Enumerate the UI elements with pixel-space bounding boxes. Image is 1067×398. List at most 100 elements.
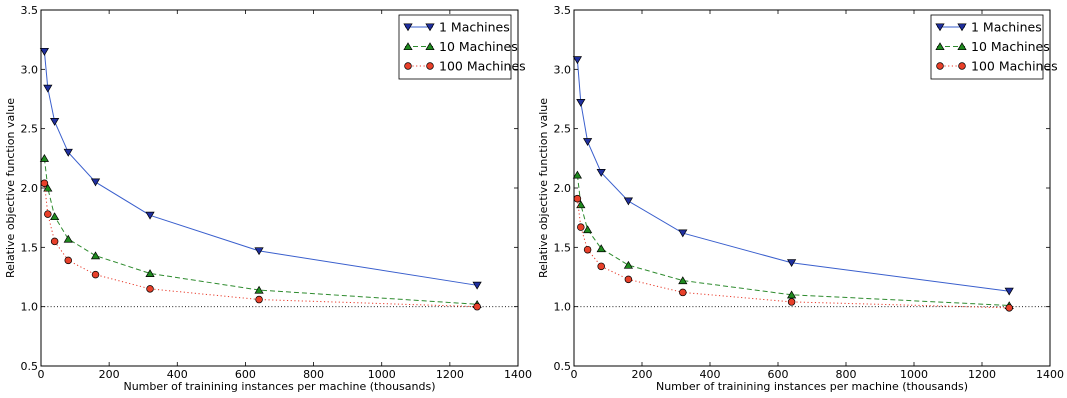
x-tick-label: 1000 [368,368,396,381]
x-tick-label: 0 [571,368,578,381]
series-line [576,174,1010,306]
x-axis-label: Number of trainining instances per machi… [656,380,968,393]
data-point [50,212,60,221]
data-point [254,285,264,294]
legend: 1 Machines 10 Machines 100 Machines [930,14,1058,80]
series-line [43,51,478,286]
y-tick-label: 2.0 [554,182,572,195]
x-tick-label: 0 [38,368,45,381]
data-point [583,245,592,254]
data-point [597,262,605,271]
legend-label: 1 Machines [439,20,510,35]
x-tick-label: 600 [768,368,789,381]
data-point [623,260,634,269]
data-point [146,285,154,293]
data-point [63,234,73,243]
x-tick-label: 600 [235,368,256,381]
legend-marker [936,62,944,70]
series-line [43,183,478,308]
series-line [576,198,1010,309]
data-point [91,270,100,279]
data-point [572,170,583,179]
legend-marker [425,42,435,51]
legend: 1 Machines 10 Machines 100 Machines [398,14,526,80]
x-tick-label: 1400 [1036,368,1064,381]
legend-label: 10 Machines [439,39,518,54]
x-tick-label: 1000 [900,368,928,381]
x-tick-label: 1200 [436,368,464,381]
x-tick-label: 400 [700,368,721,381]
data-point [255,295,263,304]
y-tick-label: 1.0 [554,301,572,314]
legend-marker [957,23,967,32]
x-tick-label: 800 [836,368,857,381]
data-point [573,194,582,203]
data-point [1005,304,1013,312]
data-point [145,269,155,277]
x-tick-label: 1400 [504,368,532,381]
series-line [576,59,1010,292]
data-point [40,179,49,188]
legend-marker [403,23,413,32]
data-point [39,47,50,56]
data-point [572,56,583,65]
y-tick-label: 0.5 [21,360,39,373]
legend-marker [404,62,412,70]
y-tick-label: 3.5 [554,4,572,17]
data-point [576,99,586,107]
x-tick-label: 800 [303,368,324,381]
data-point [624,275,633,284]
y-tick-label: 1.5 [21,241,39,254]
legend-label: 10 Machines [971,39,1050,54]
data-point [472,281,482,290]
y-tick-label: 0.5 [554,360,572,373]
data-point [50,117,60,126]
data-point [473,302,481,311]
data-point [678,229,688,238]
data-point [596,169,606,177]
y-axis-label: Relative objective function value [537,98,550,278]
data-point [623,197,634,206]
legend-label: 100 Machines [971,59,1058,74]
legend-marker [425,23,435,32]
y-tick-label: 1.0 [21,301,39,314]
data-point [43,183,53,192]
data-point [596,244,606,253]
data-point [576,200,586,209]
series-line [43,158,478,305]
x-tick-label: 200 [99,368,120,381]
legend-marker [935,42,945,51]
x-tick-label: 200 [632,368,653,381]
data-point [786,290,797,299]
legend-label: 100 Machines [439,59,526,74]
x-axis-label: Number of trainining instances per machi… [123,380,435,393]
data-point [254,247,264,256]
data-point [582,225,593,234]
data-point [787,298,796,306]
data-point [64,256,73,265]
data-point [43,84,53,93]
data-point [145,211,155,220]
y-tick-label: 3.0 [554,63,572,76]
data-point [50,237,59,246]
data-point [582,138,593,147]
data-point [39,154,50,162]
legend-label: 1 Machines [971,20,1042,35]
y-axis-label: Relative objective function value [4,98,17,278]
data-point [44,210,52,218]
data-point [63,148,73,157]
data-point [90,251,101,260]
chart-panel-1: 0 200 400 600 800 1000 1200 1400 0.5 1.0 1.5 2.0 2.5… [4,4,532,393]
data-point [90,178,101,187]
legend-marker [426,62,434,70]
legend-marker [958,62,966,70]
y-tick-label: 1.5 [554,241,572,254]
data-point [678,276,688,285]
chart-panel-2: 0 200 400 600 800 1000 1200 1400 0.5 1.0 1.5 2.0 2.5… [537,4,1064,393]
x-tick-label: 400 [167,368,188,381]
legend-marker [957,42,967,51]
legend-marker [935,23,945,32]
legend-marker [403,42,413,51]
data-point [1004,287,1014,296]
